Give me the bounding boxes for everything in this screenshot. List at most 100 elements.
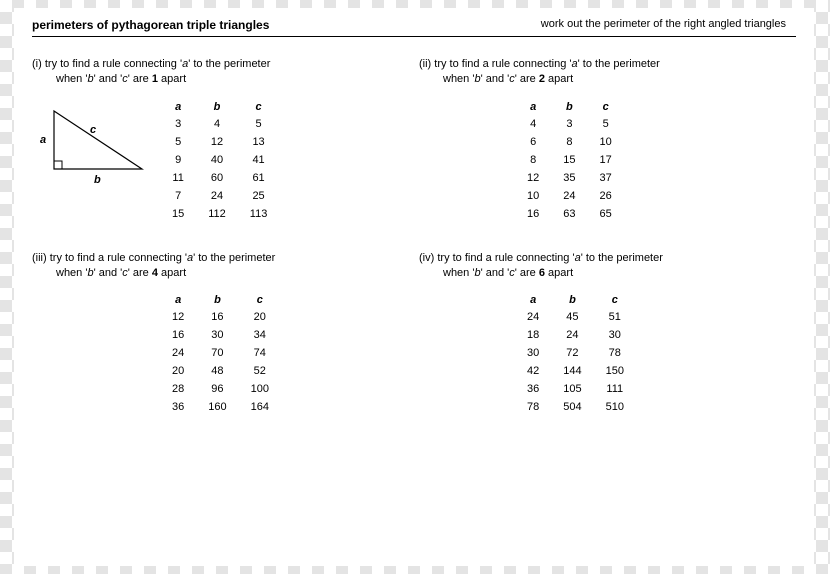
col-b: b (551, 99, 587, 115)
cell-b: 48 (196, 362, 238, 380)
section-i-table: a b c 34551213940411160617242515112113 (160, 99, 279, 223)
cell-a: 36 (160, 398, 196, 416)
section-iii-tbody: 121620163034247074204852289610036160164 (160, 308, 281, 416)
section-i-prompt: (i) try to find a rule connecting 'a' to… (32, 57, 409, 87)
sections-grid: (i) try to find a rule connecting 'a' to… (32, 57, 796, 416)
cell-a: 42 (515, 362, 551, 380)
cell-b: 24 (551, 326, 593, 344)
cell-c: 13 (238, 133, 280, 151)
cell-c: 20 (239, 308, 281, 326)
table-row: 2896100 (160, 380, 281, 398)
cell-b: 15 (551, 151, 587, 169)
cell-b: 60 (196, 169, 238, 187)
cell-c: 41 (238, 151, 280, 169)
cell-a: 20 (160, 362, 196, 380)
cell-b: 3 (551, 115, 587, 133)
table-row: 51213 (160, 133, 279, 151)
cell-b: 30 (196, 326, 238, 344)
section-ii-line2: when 'b' and 'c' are 2 apart (443, 72, 796, 87)
table-row: 182430 (515, 326, 636, 344)
cell-b: 12 (196, 133, 238, 151)
section-i: (i) try to find a rule connecting 'a' to… (32, 57, 409, 223)
section-i-line1: try to find a rule connecting 'a' to the… (45, 58, 271, 70)
cell-c: 65 (588, 205, 624, 223)
cell-c: 51 (594, 308, 636, 326)
col-a: a (515, 99, 551, 115)
section-ii: (ii) try to find a rule connecting 'a' t… (419, 57, 796, 223)
table-row: 166365 (515, 205, 624, 223)
section-ii-table-wrap: a b c 435681081517123537102426166365 (515, 99, 624, 223)
table-row: 72425 (160, 187, 279, 205)
table-row: 15112113 (160, 205, 279, 223)
section-i-line2: when 'b' and 'c' are 1 apart (56, 72, 409, 87)
table-row: 435 (515, 115, 624, 133)
cell-b: 24 (551, 187, 587, 205)
cell-c: 510 (594, 398, 636, 416)
cell-a: 78 (515, 398, 551, 416)
section-ii-tbody: 435681081517123537102426166365 (515, 115, 624, 223)
cell-b: 45 (551, 308, 593, 326)
cell-c: 78 (594, 344, 636, 362)
cell-a: 16 (160, 326, 196, 344)
table-row: 163034 (160, 326, 281, 344)
table-row: 6810 (515, 133, 624, 151)
table-row: 102426 (515, 187, 624, 205)
section-i-tbody: 34551213940411160617242515112113 (160, 115, 279, 223)
cell-c: 61 (238, 169, 280, 187)
cell-b: 35 (551, 169, 587, 187)
cell-b: 504 (551, 398, 593, 416)
cell-b: 16 (196, 308, 238, 326)
cell-c: 37 (588, 169, 624, 187)
section-i-table-wrap: a b c 34551213940411160617242515112113 (160, 99, 279, 223)
section-iv-table: a b c 2445511824303072784214415036105111… (515, 292, 636, 416)
cell-b: 144 (551, 362, 593, 380)
section-ii-prompt: (ii) try to find a rule connecting 'a' t… (419, 57, 796, 87)
section-ii-label: (ii) (419, 58, 431, 70)
cell-c: 10 (588, 133, 624, 151)
cell-a: 12 (515, 169, 551, 187)
table-row: 123537 (515, 169, 624, 187)
section-iii: (iii) try to find a rule connecting 'a' … (32, 251, 409, 417)
cell-c: 17 (588, 151, 624, 169)
table-row: 244551 (515, 308, 636, 326)
table-row: 345 (160, 115, 279, 133)
section-iii-table-wrap: a b c 1216201630342470742048522896100361… (160, 292, 281, 416)
cell-b: 4 (196, 115, 238, 133)
col-a: a (515, 292, 551, 308)
triangle-diagram: a b c (32, 99, 152, 189)
section-i-content: a b c a b c 3455121394041116061724251511… (32, 99, 409, 223)
section-ii-content: a b c 435681081517123537102426166365 (419, 99, 796, 223)
table-row: 42144150 (515, 362, 636, 380)
cell-a: 3 (160, 115, 196, 133)
section-i-label: (i) (32, 58, 42, 70)
section-ii-table: a b c 435681081517123537102426166365 (515, 99, 624, 223)
table-row: 116061 (160, 169, 279, 187)
header: perimeters of pythagorean triple triangl… (32, 18, 796, 37)
cell-a: 9 (160, 151, 196, 169)
section-iii-line2: when 'b' and 'c' are 4 apart (56, 266, 409, 281)
section-iv-label: (iv) (419, 252, 434, 264)
cell-c: 5 (238, 115, 280, 133)
cell-c: 26 (588, 187, 624, 205)
table-row: 36105111 (515, 380, 636, 398)
cell-a: 4 (515, 115, 551, 133)
triangle-label-c: c (90, 124, 96, 136)
cell-a: 12 (160, 308, 196, 326)
cell-a: 11 (160, 169, 196, 187)
section-iii-table: a b c 1216201630342470742048522896100361… (160, 292, 281, 416)
triangle-label-a: a (40, 134, 46, 146)
cell-a: 24 (515, 308, 551, 326)
cell-a: 16 (515, 205, 551, 223)
section-ii-line1: try to find a rule connecting 'a' to the… (434, 58, 660, 70)
cell-a: 8 (515, 151, 551, 169)
page-subtitle: work out the perimeter of the right angl… (541, 18, 796, 30)
section-iv-prompt: (iv) try to find a rule connecting 'a' t… (419, 251, 796, 281)
section-iii-line1: try to find a rule connecting 'a' to the… (50, 252, 276, 264)
cell-c: 34 (239, 326, 281, 344)
worksheet-page: perimeters of pythagorean triple triangl… (14, 8, 814, 566)
cell-b: 105 (551, 380, 593, 398)
cell-c: 113 (238, 205, 280, 223)
col-b: b (196, 99, 238, 115)
table-row: 204852 (160, 362, 281, 380)
cell-a: 24 (160, 344, 196, 362)
